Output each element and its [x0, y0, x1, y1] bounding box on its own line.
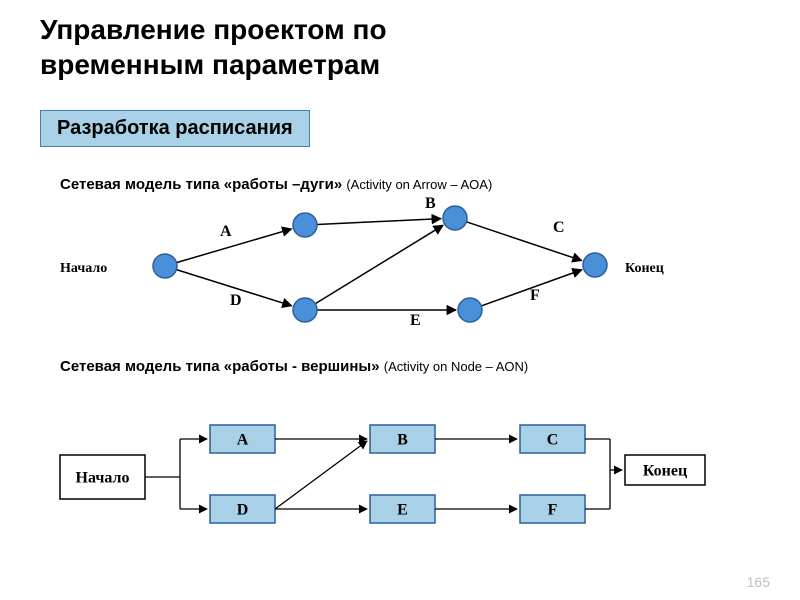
aoa-node: [458, 298, 482, 322]
diagram-canvas: A D B E C F Начало Конец Начало Конец A B C D E F: [0, 0, 800, 600]
aon-box-label: Конец: [643, 463, 687, 480]
aoa-node: [153, 254, 177, 278]
aoa-node: [443, 206, 467, 230]
aon-box-label: Начало: [76, 470, 130, 487]
aon-box-label: E: [397, 502, 408, 519]
slide: Управление проектом по временным парамет…: [0, 0, 800, 600]
aoa-edge-label: B: [425, 195, 436, 212]
aoa-end-label: Конец: [625, 261, 664, 276]
aoa-node: [293, 298, 317, 322]
page-number: 165: [747, 574, 770, 590]
aoa-edge: [317, 219, 441, 225]
aoa-edge-label: C: [553, 219, 565, 236]
aon-edge: [275, 441, 367, 509]
aon-box-label: D: [237, 502, 249, 519]
aon-box-label: B: [397, 432, 408, 449]
aoa-edge-label: A: [220, 223, 232, 240]
aon-box-label: A: [237, 432, 249, 449]
aoa-node: [293, 213, 317, 237]
aoa-edge-label: F: [530, 287, 540, 304]
aon-box-label: F: [548, 502, 558, 519]
aoa-node: [583, 253, 607, 277]
aoa-edge-label: E: [410, 312, 421, 329]
aoa-edge: [177, 229, 292, 263]
aoa-edge: [315, 225, 443, 303]
aoa-edge-label: D: [230, 292, 242, 309]
aon-box-label: C: [547, 432, 559, 449]
aoa-start-label: Начало: [60, 261, 107, 276]
